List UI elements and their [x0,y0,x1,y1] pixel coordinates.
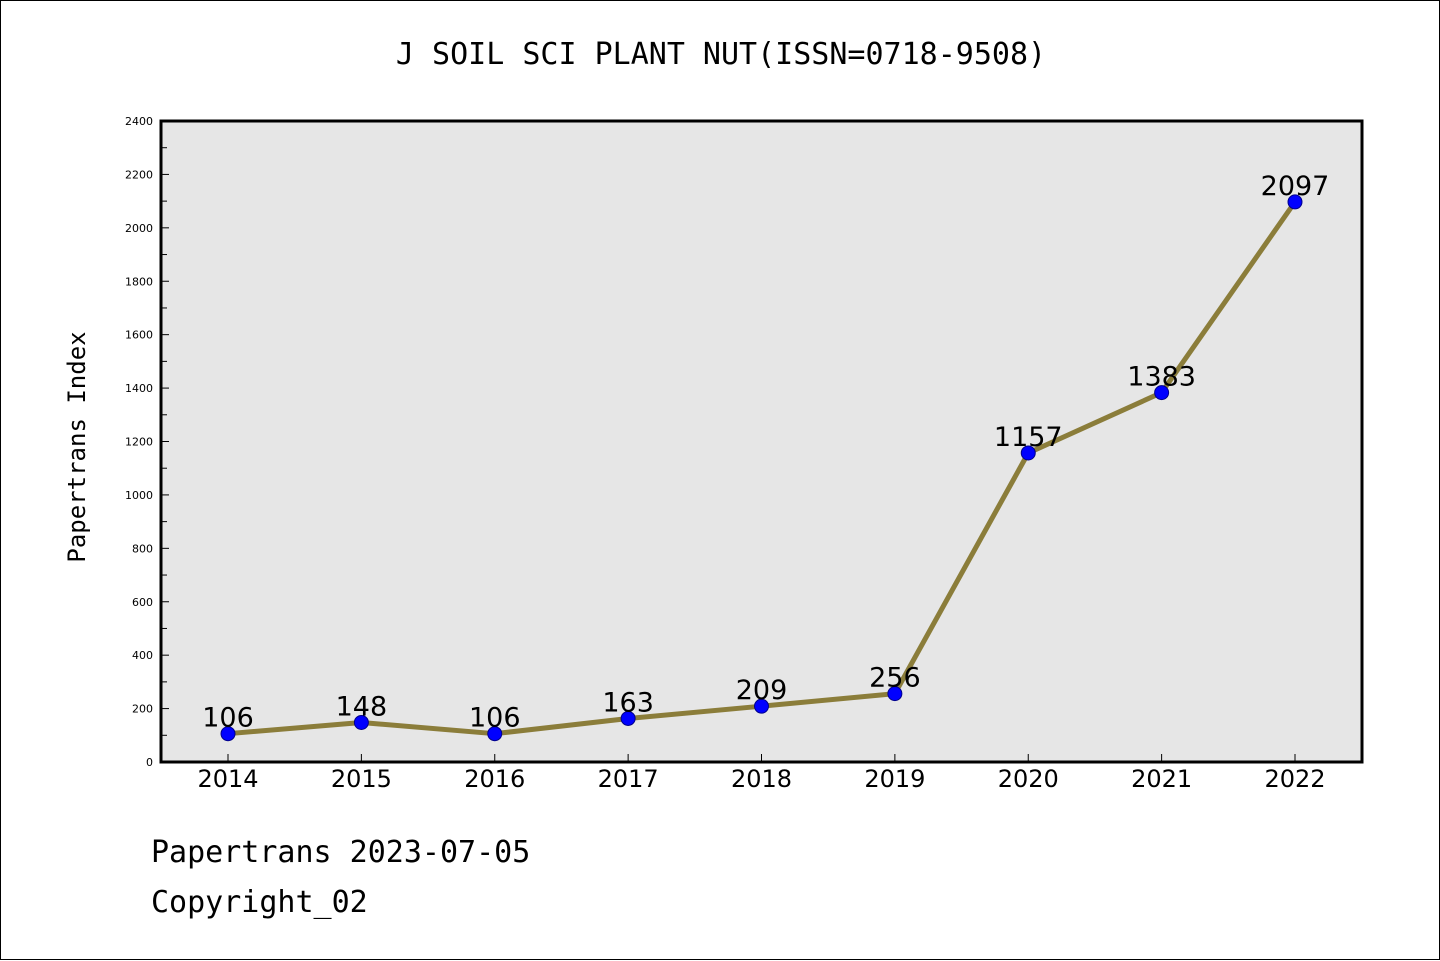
data-point [620,710,636,726]
x-tick-label: 2014 [197,765,258,793]
data-point [887,686,903,702]
plot-area [161,121,1362,762]
data-label: 1383 [1127,362,1196,393]
x-tick-label: 2019 [864,765,925,793]
x-tick-label: 2022 [1264,765,1325,793]
data-label: 2097 [1261,171,1330,202]
y-tick-label: 600 [132,596,153,609]
y-tick-label: 400 [132,649,153,662]
data-point [1154,385,1170,401]
data-label: 256 [869,663,921,694]
data-point [487,726,503,742]
data-label: 1157 [994,422,1063,453]
data-point [1020,445,1036,461]
series-group [220,194,1303,742]
data-point [754,698,769,714]
plot-border [159,119,1364,764]
y-tick-label: 2400 [125,115,153,128]
y-tick-label: 1400 [125,382,153,395]
data-label: 106 [202,703,254,734]
y-tick-label: 800 [132,542,153,555]
data-point [220,726,236,742]
footer-date: Papertrans 2023-07-05 [151,835,531,870]
data-label: 163 [602,687,654,718]
y-tick-label: 200 [132,703,153,716]
x-tick-label: 2021 [1131,765,1192,793]
footer-copyright: Copyright_02 [151,885,368,920]
x-tick-label: 2015 [331,765,392,793]
data-label: 209 [736,675,788,706]
x-tick-label: 2017 [598,765,659,793]
y-tick-label: 1600 [125,329,153,342]
y-tick-label: 1000 [125,489,153,502]
y-tick-label: 0 [146,756,153,769]
y-tick-label: 2200 [125,168,153,181]
data-label: 106 [469,703,521,734]
data-labels: 106 148 106 163 209 256 1157 1383 2097 [202,171,1329,734]
y-tick-label: 1800 [125,275,153,288]
data-label: 148 [336,691,388,722]
x-axis: 2014 2015 2016 2017 2018 2019 2020 2021 2022 [197,754,1326,793]
x-tick-label: 2016 [464,765,525,793]
y-tick-label: 1200 [125,436,153,449]
x-tick-label: 2018 [731,765,792,793]
data-point [1287,194,1303,210]
x-tick-label: 2020 [998,765,1059,793]
chart-title: J SOIL SCI PLANT NUT(ISSN=0718-9508) [395,37,1047,72]
data-point [353,714,369,730]
y-tick-label: 2000 [125,222,153,235]
